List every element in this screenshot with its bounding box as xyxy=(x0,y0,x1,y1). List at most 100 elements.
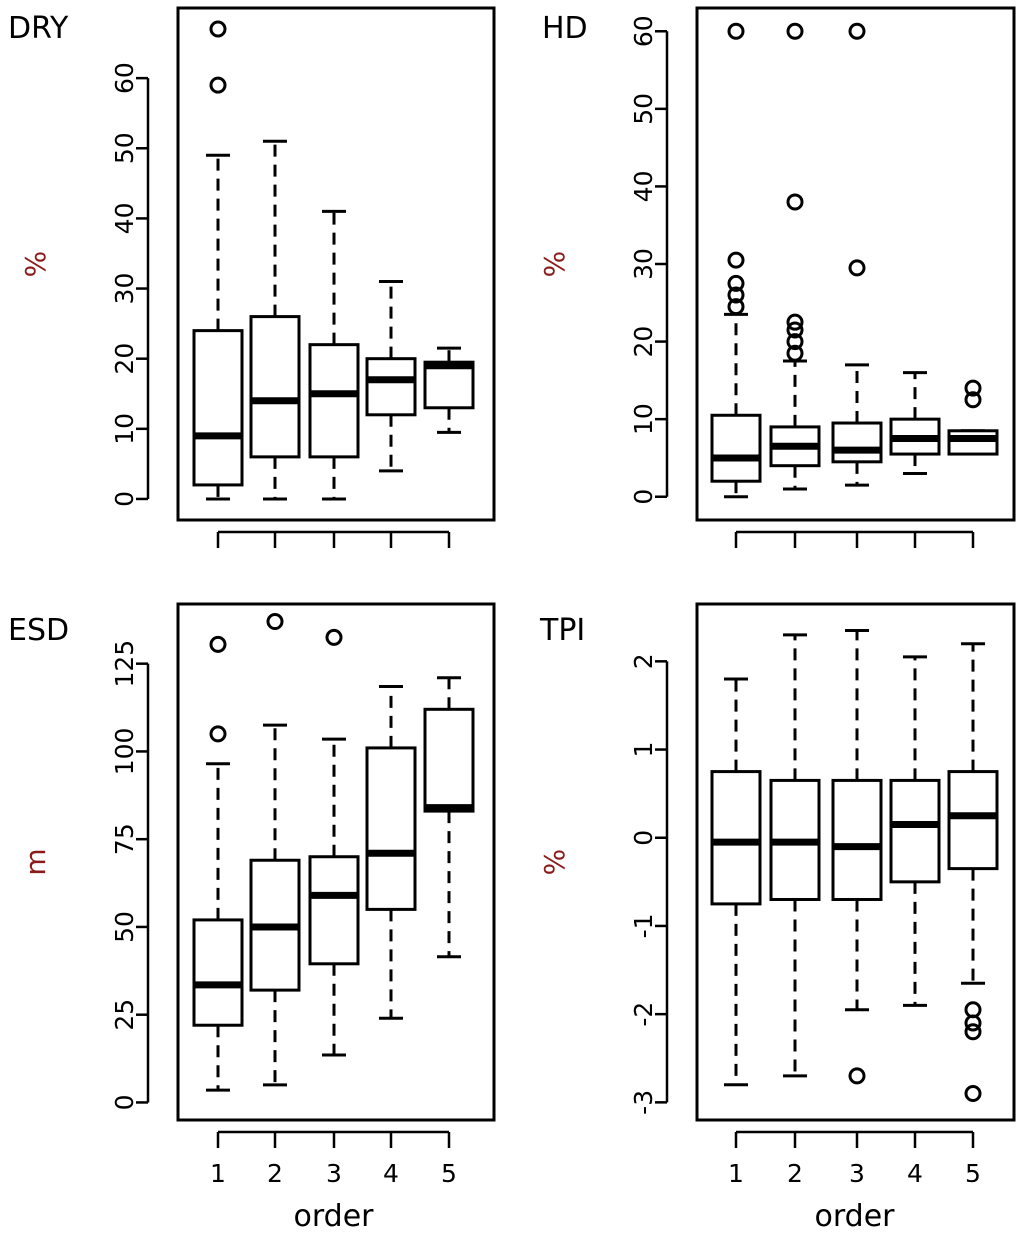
y-tick-label: 20 xyxy=(110,343,139,375)
x-tick-label: 5 xyxy=(965,1159,981,1188)
y-tick-label: 20 xyxy=(629,326,658,358)
outlier-point xyxy=(964,1014,982,1032)
outlier-point xyxy=(848,1067,866,1085)
y-tick-label: 25 xyxy=(110,999,139,1031)
x-tick-label: 4 xyxy=(383,1159,399,1188)
panel-title: DRY xyxy=(8,11,69,46)
outlier-point xyxy=(727,251,745,269)
x-tick-label: 3 xyxy=(849,1159,865,1188)
y-tick-label: 0 xyxy=(110,1094,139,1110)
box-4 xyxy=(365,280,417,473)
outlier-point xyxy=(964,391,982,409)
iqr-box xyxy=(365,357,417,417)
box-2 xyxy=(249,139,301,501)
box-1 xyxy=(710,677,762,1087)
outlier-point xyxy=(786,22,804,40)
outlier-point xyxy=(209,76,227,94)
y-tick-label: -2 xyxy=(629,1002,658,1027)
iqr-box xyxy=(308,855,360,966)
outlier-point xyxy=(786,333,804,351)
outlier-point xyxy=(786,321,804,339)
y-tick-label: 30 xyxy=(629,248,658,280)
box-5 xyxy=(423,346,475,434)
box-5 xyxy=(947,642,999,1103)
panel-dry: DRY% 0 10 20 30 40 50 60 xyxy=(8,6,496,548)
plot-frame xyxy=(176,6,496,522)
iqr-box xyxy=(947,429,999,456)
y-axis-label: % xyxy=(19,251,52,278)
iqr-box xyxy=(423,360,475,410)
outlier-point xyxy=(964,379,982,397)
outlier-point xyxy=(266,613,284,631)
box-4 xyxy=(365,684,417,1020)
plot-frame xyxy=(695,602,1016,1122)
y-tick-label: 125 xyxy=(110,640,139,688)
y-tick-label: -1 xyxy=(629,913,658,938)
y-tick-label: 30 xyxy=(110,273,139,305)
outlier-point xyxy=(727,286,745,304)
box-4 xyxy=(889,371,941,475)
panel-tpi: TPI% -3 -2 -1 0 1 2 1 2 3 4 5 order xyxy=(538,602,1016,1234)
plot-frame xyxy=(695,6,1016,522)
panel-hd: HD% 0 10 20 30 40 50 60 xyxy=(538,6,1016,548)
outlier-point xyxy=(209,635,227,653)
outlier-point xyxy=(727,274,745,292)
y-axis-label: % xyxy=(538,849,571,876)
x-tick-label: 5 xyxy=(441,1159,457,1188)
panel-title: ESD xyxy=(8,613,69,648)
iqr-box xyxy=(710,413,762,483)
y-tick-label: -3 xyxy=(629,1090,658,1115)
box-3 xyxy=(831,22,883,487)
y-tick-label: 0 xyxy=(110,491,139,507)
y-tick-label: 40 xyxy=(110,203,139,235)
y-tick-label: 1 xyxy=(629,742,658,758)
iqr-box xyxy=(308,343,360,459)
iqr-box xyxy=(192,918,244,1027)
box-3 xyxy=(308,628,360,1057)
x-tick-label: 1 xyxy=(728,1159,744,1188)
y-axis-label: m xyxy=(19,848,52,875)
y-tick-label: 60 xyxy=(110,62,139,94)
y-tick-label: 100 xyxy=(110,728,139,776)
box-2 xyxy=(769,633,821,1078)
plot-frame xyxy=(176,602,496,1122)
y-tick-label: 50 xyxy=(110,132,139,164)
y-tick-label: 10 xyxy=(629,403,658,435)
box-1 xyxy=(192,635,244,1092)
outlier-point xyxy=(325,628,343,646)
iqr-box xyxy=(365,746,417,911)
box-2 xyxy=(249,613,301,1087)
y-tick-label: 75 xyxy=(110,823,139,855)
x-tick-label: 2 xyxy=(787,1159,803,1188)
x-axis-title: order xyxy=(815,1199,896,1234)
outlier-point xyxy=(964,1023,982,1041)
outlier-point xyxy=(209,725,227,743)
iqr-box xyxy=(889,778,941,884)
y-tick-label: 50 xyxy=(629,93,658,125)
outlier-point xyxy=(727,22,745,40)
y-tick-label: 2 xyxy=(629,653,658,669)
x-tick-label: 1 xyxy=(210,1159,226,1188)
iqr-box xyxy=(249,315,301,459)
y-axis-label: % xyxy=(538,251,571,278)
panel-title: TPI xyxy=(539,613,585,648)
iqr-box xyxy=(831,778,883,901)
outlier-point xyxy=(786,193,804,211)
y-tick-label: 10 xyxy=(110,413,139,445)
panel-title: HD xyxy=(542,11,588,46)
x-axis-title: order xyxy=(294,1199,375,1234)
y-tick-label: 0 xyxy=(629,489,658,505)
outlier-point xyxy=(848,259,866,277)
box-1 xyxy=(192,20,244,501)
x-tick-label: 2 xyxy=(267,1159,283,1188)
outlier-point xyxy=(209,20,227,38)
iqr-box xyxy=(710,770,762,906)
outlier-point xyxy=(727,298,745,316)
y-tick-label: 50 xyxy=(110,911,139,943)
y-tick-label: 40 xyxy=(629,171,658,203)
box-5 xyxy=(423,676,475,959)
iqr-box xyxy=(831,421,883,464)
x-tick-label: 4 xyxy=(907,1159,923,1188)
